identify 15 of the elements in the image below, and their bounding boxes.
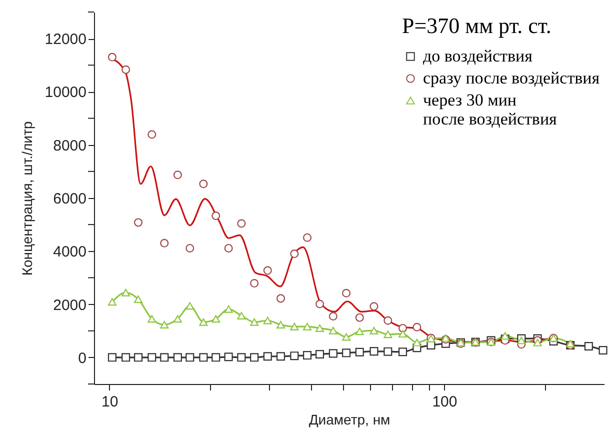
y-tick-label: 0	[78, 350, 86, 367]
legend-label: через 30 мин после воздействия	[423, 90, 558, 128]
y-tick-label: 10000	[44, 84, 86, 102]
legend-title: P=370 мм рт. ст.	[402, 13, 552, 38]
y-tick-label: 8000	[53, 137, 86, 154]
y-tick-label: 4000	[53, 244, 86, 261]
x-tick-label: 10	[101, 394, 118, 410]
legend-label: до воздействия	[423, 46, 533, 66]
y-tick-label: 12000	[44, 31, 86, 48]
y-axis-title: Концентрация, шт./литр	[18, 121, 35, 276]
legend-label: сразу после воздействия	[423, 68, 600, 88]
x-tick-label: 100	[432, 394, 458, 410]
x-axis-title: Диаметр, нм	[308, 412, 390, 428]
y-tick-label: 6000	[53, 190, 86, 208]
y-tick-label: 2000	[53, 296, 86, 314]
